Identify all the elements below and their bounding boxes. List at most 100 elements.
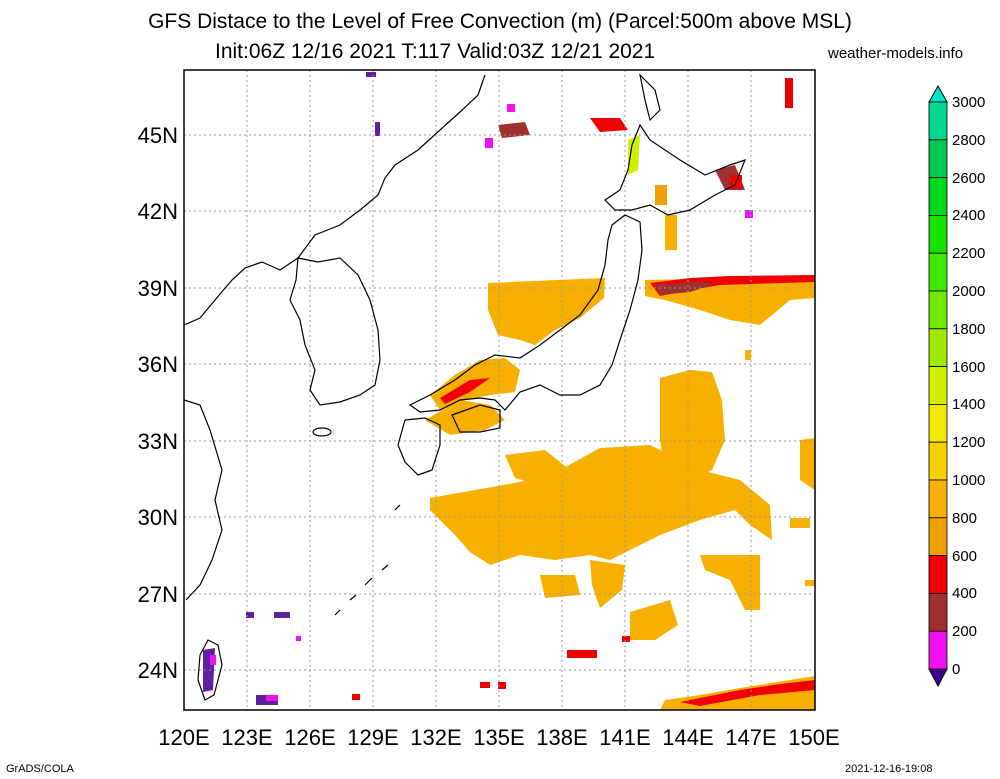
lfc-patch-purple-2 <box>366 72 376 77</box>
lon-label: 120E <box>158 725 209 750</box>
colorbar-label: 3000 <box>952 94 985 111</box>
coast-shikoku <box>451 404 501 433</box>
lat-label: 39N <box>138 276 178 301</box>
lon-label: 147E <box>725 725 776 750</box>
colorbar-label: 2800 <box>952 132 985 149</box>
lfc-patch-sapporo <box>655 185 667 205</box>
lfc-area-southeast-red <box>680 680 815 706</box>
lfc-patch-5 <box>622 636 630 642</box>
colorbar-bottom-arrow <box>928 668 948 688</box>
chart-subtitle: Init:06Z 12/16 2021 T:117 Valid:03Z 12/2… <box>215 40 656 63</box>
colorbar-cell <box>928 101 948 141</box>
colorbar-cell <box>928 593 948 632</box>
lfc-area-ne-red <box>650 275 815 296</box>
coast-jeju <box>312 427 332 437</box>
gridlines <box>184 70 815 710</box>
colorbar-cell <box>928 517 948 556</box>
lat-label: 42N <box>138 199 178 224</box>
lfc-patch-pink-n <box>745 210 753 218</box>
lat-label: 36N <box>138 352 178 377</box>
colorbar-label: 0 <box>952 661 960 678</box>
colorbar-label: 2200 <box>952 245 985 262</box>
colorbar-cell <box>928 630 948 670</box>
map-frame <box>183 69 816 711</box>
lfc-area-east-edge <box>800 438 815 490</box>
colorbar-label: 1200 <box>952 434 985 451</box>
chart-title: GFS Distace to the Level of Free Convect… <box>148 10 852 33</box>
coast-asia <box>184 74 486 601</box>
coast-korea <box>289 257 381 406</box>
lfc-area-pacific-main <box>430 445 772 565</box>
coast-taiwan <box>197 639 223 701</box>
lfc-patch-2 <box>480 682 490 688</box>
lon-label: 126E <box>284 725 335 750</box>
lfc-area-west-red <box>440 378 490 404</box>
lat-label: 24N <box>138 658 178 683</box>
credit-text: weather-models.info <box>828 45 964 62</box>
colorbar-cell <box>928 252 948 292</box>
lfc-patch-magenta-3 <box>266 695 278 701</box>
field-layer <box>203 72 815 710</box>
coast-honshu <box>408 214 643 413</box>
lat-label: 45N <box>138 123 178 148</box>
lfc-area-hokkaido-yellow <box>628 135 640 175</box>
lfc-patch-east-tohoku <box>665 215 677 250</box>
lfc-patch-magenta-2 <box>507 104 515 112</box>
lfc-area-pacific-mid <box>505 450 570 485</box>
colorbar-label: 1400 <box>952 396 985 413</box>
colorbar-top-arrow <box>928 84 948 103</box>
lat-axis: 45N 42N 39N 36N 33N 30N 27N 24N <box>138 123 178 683</box>
lfc-area-hokkaido-red <box>590 118 628 132</box>
footer-timestamp: 2021-12-16-19:08 <box>845 763 933 775</box>
lfc-patch-purple-3 <box>246 612 254 618</box>
lfc-patch-4 <box>352 694 360 700</box>
colorbar-cell <box>928 441 948 481</box>
coast-sakhalin <box>639 73 661 122</box>
lon-label: 150E <box>788 725 839 750</box>
lon-label: 135E <box>473 725 524 750</box>
lfc-area-north-brown <box>498 122 530 138</box>
lfc-area-pacific-south3 <box>630 600 678 640</box>
colorbar-label: 2600 <box>952 170 985 187</box>
colorbar-cell <box>928 366 948 405</box>
lfc-patch-7 <box>805 580 815 586</box>
lfc-area-east-strip <box>700 555 760 610</box>
lon-label: 138E <box>536 725 587 750</box>
colorbar-cell <box>928 290 948 330</box>
lon-label: 132E <box>410 725 461 750</box>
lfc-area-pacific-south2 <box>590 560 625 608</box>
colorbar-label: 1800 <box>952 321 985 338</box>
lon-label: 129E <box>347 725 398 750</box>
lfc-patch-purple-4 <box>274 612 290 618</box>
lfc-patch-1 <box>567 650 597 658</box>
colorbar-label: 1000 <box>952 472 985 489</box>
lfc-area-sea-of-japan <box>488 278 605 345</box>
lon-label: 123E <box>221 725 272 750</box>
lfc-patch-purple-1 <box>375 122 380 136</box>
lfc-patch-taiwan-magenta <box>210 655 216 665</box>
colorbar-cell <box>928 479 948 519</box>
colorbar-cell <box>928 403 948 443</box>
lfc-patch-ne-top <box>785 78 793 108</box>
lon-label: 144E <box>662 725 713 750</box>
colorbar-label: 2400 <box>952 207 985 224</box>
colorbar-cell <box>928 555 948 594</box>
colorbar-label: 2000 <box>952 283 985 300</box>
lfc-area-pacific-south <box>540 575 580 598</box>
lfc-patch-3 <box>498 682 506 689</box>
colorbar-label: 200 <box>952 623 977 640</box>
lfc-patch-6 <box>745 350 751 360</box>
lon-label: 141E <box>599 725 650 750</box>
colorbar: 3000 2800 2600 2400 2200 2000 1800 1600 … <box>928 84 985 688</box>
lat-label: 30N <box>138 505 178 530</box>
coastlines <box>184 73 747 701</box>
colorbar-cell <box>928 328 948 367</box>
colorbar-cell <box>928 214 948 254</box>
lat-label: 27N <box>138 582 178 607</box>
coast-hokkaido <box>604 123 747 216</box>
lon-axis: 120E 123E 126E 129E 132E 135E 138E 141E … <box>158 725 839 750</box>
colorbar-cell <box>928 139 948 179</box>
lat-label: 33N <box>138 429 178 454</box>
coast-kyushu <box>397 417 441 476</box>
